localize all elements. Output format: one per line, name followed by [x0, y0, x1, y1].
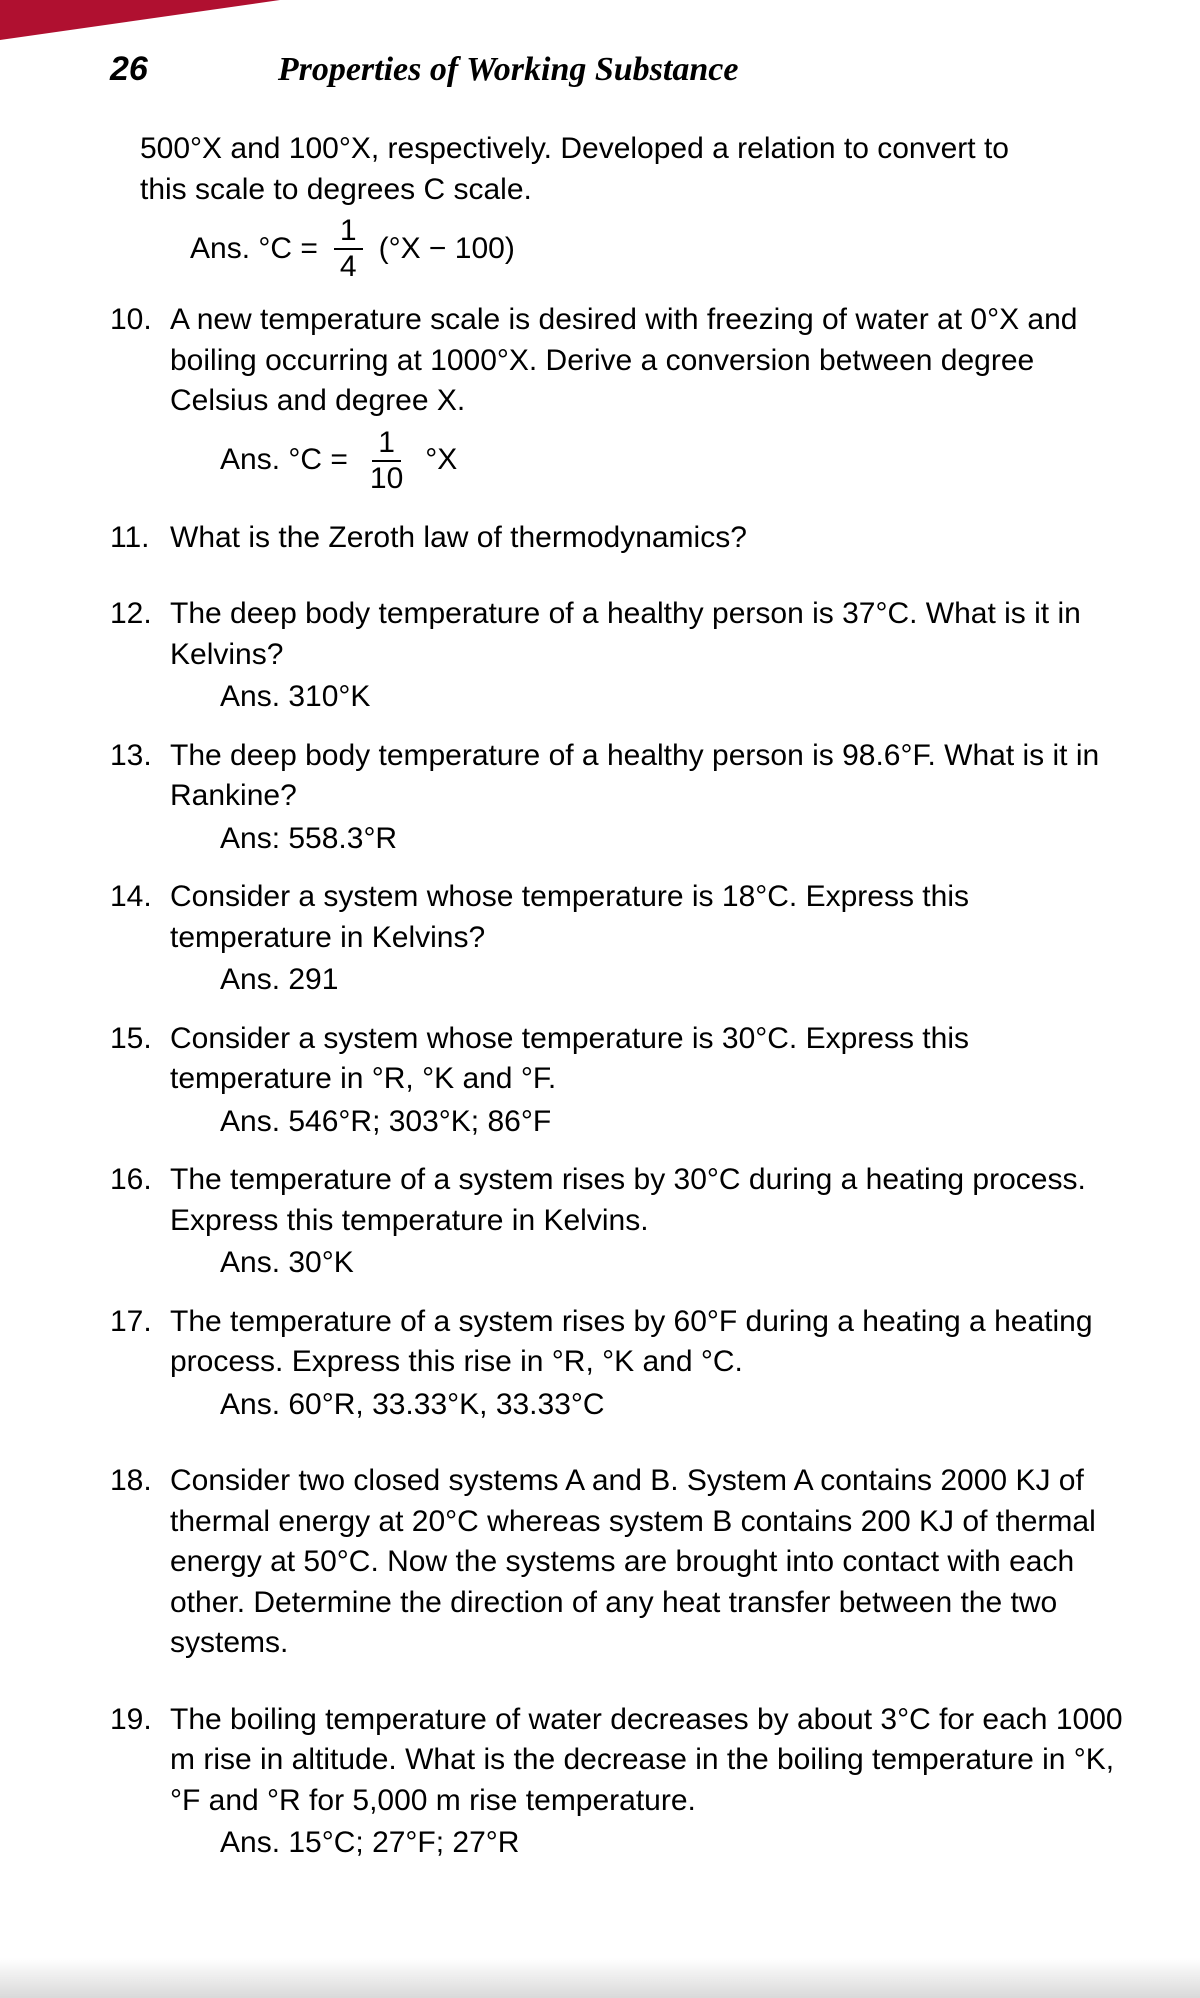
page-title: Properties of Working Substance [278, 51, 739, 89]
intro-fraction: 1 4 [334, 216, 363, 282]
question-body: The temperature of a system rises by 60°… [170, 1302, 1130, 1426]
intro-answer-suffix: (°X − 100) [379, 229, 515, 270]
q10-answer: Ans. °C = 1 10 °X [170, 428, 1130, 494]
question-number: 10. [110, 300, 170, 500]
question-body: The boiling temperature of water decreas… [170, 1700, 1130, 1864]
question-answer: Ans: 558.3°R [170, 819, 1130, 860]
question-text: The deep body temperature of a healthy p… [170, 594, 1130, 675]
page-number: 26 [110, 50, 148, 89]
question-number: 12. [110, 594, 170, 718]
question-number: 13. [110, 736, 170, 860]
question-13: 13. The deep body temperature of a healt… [110, 736, 1130, 860]
question-19: 19. The boiling temperature of water dec… [110, 1700, 1130, 1864]
question-number: 15. [110, 1019, 170, 1143]
question-10: 10. A new temperature scale is desired w… [110, 300, 1130, 500]
q10-answer-suffix: °X [425, 440, 457, 481]
question-text: A new temperature scale is desired with … [170, 300, 1130, 422]
q10-answer-prefix: Ans. °C = [220, 440, 348, 481]
question-body: Consider a system whose temperature is 3… [170, 1019, 1130, 1143]
question-answer: Ans. 30°K [170, 1243, 1130, 1284]
question-12: 12. The deep body temperature of a healt… [110, 594, 1130, 718]
question-text: Consider two closed systems A and B. Sys… [170, 1461, 1130, 1664]
question-text: Consider a system whose temperature is 1… [170, 877, 1130, 958]
question-text: The boiling temperature of water decreas… [170, 1700, 1130, 1822]
question-number: 18. [110, 1461, 170, 1664]
question-body: A new temperature scale is desired with … [170, 300, 1130, 500]
intro-frac-den: 4 [334, 250, 363, 282]
question-answer: Ans. 60°R, 33.33°K, 33.33°C [170, 1385, 1130, 1426]
question-body: Consider a system whose temperature is 1… [170, 877, 1130, 1001]
question-body: The deep body temperature of a healthy p… [170, 594, 1130, 718]
page-bottom-shadow [0, 1958, 1200, 1998]
intro-line-1: 500°X and 100°X, respectively. Developed… [140, 129, 1130, 170]
question-18: 18. Consider two closed systems A and B.… [110, 1461, 1130, 1664]
question-number: 11. [110, 518, 170, 559]
question-body: Consider two closed systems A and B. Sys… [170, 1461, 1130, 1664]
intro-line-2: this scale to degrees C scale. [140, 170, 1130, 211]
q10-frac-num: 1 [372, 428, 401, 462]
content-body: 500°X and 100°X, respectively. Developed… [110, 129, 1130, 1864]
question-body: The deep body temperature of a healthy p… [170, 736, 1130, 860]
question-15: 15. Consider a system whose temperature … [110, 1019, 1130, 1143]
intro-answer: Ans. °C = 1 4 (°X − 100) [140, 216, 1130, 282]
question-answer: Ans. 291 [170, 960, 1130, 1001]
page-content: 26 Properties of Working Substance 500°X… [0, 0, 1200, 1942]
question-text: The temperature of a system rises by 30°… [170, 1160, 1130, 1241]
question-answer: Ans. 546°R; 303°K; 86°F [170, 1102, 1130, 1143]
question-body: The temperature of a system rises by 30°… [170, 1160, 1130, 1284]
question-11: 11. What is the Zeroth law of thermodyna… [110, 518, 1130, 559]
page-header: 26 Properties of Working Substance [110, 50, 1130, 89]
question-number: 14. [110, 877, 170, 1001]
page-corner-curl [0, 0, 280, 40]
question-number: 16. [110, 1160, 170, 1284]
question-number: 19. [110, 1700, 170, 1864]
question-text: Consider a system whose temperature is 3… [170, 1019, 1130, 1100]
question-17: 17. The temperature of a system rises by… [110, 1302, 1130, 1426]
question-body: What is the Zeroth law of thermodynamics… [170, 518, 1130, 559]
question-16: 16. The temperature of a system rises by… [110, 1160, 1130, 1284]
intro-block: 500°X and 100°X, respectively. Developed… [110, 129, 1130, 282]
q10-fraction: 1 10 [364, 428, 409, 494]
question-14: 14. Consider a system whose temperature … [110, 877, 1130, 1001]
question-text: The deep body temperature of a healthy p… [170, 736, 1130, 817]
question-answer: Ans. 15°C; 27°F; 27°R [170, 1823, 1130, 1864]
question-text: What is the Zeroth law of thermodynamics… [170, 518, 1130, 559]
question-number: 17. [110, 1302, 170, 1426]
question-answer: Ans. 310°K [170, 677, 1130, 718]
q10-frac-den: 10 [364, 462, 409, 494]
question-text: The temperature of a system rises by 60°… [170, 1302, 1130, 1383]
intro-frac-num: 1 [334, 216, 363, 250]
intro-answer-prefix: Ans. °C = [190, 229, 318, 270]
